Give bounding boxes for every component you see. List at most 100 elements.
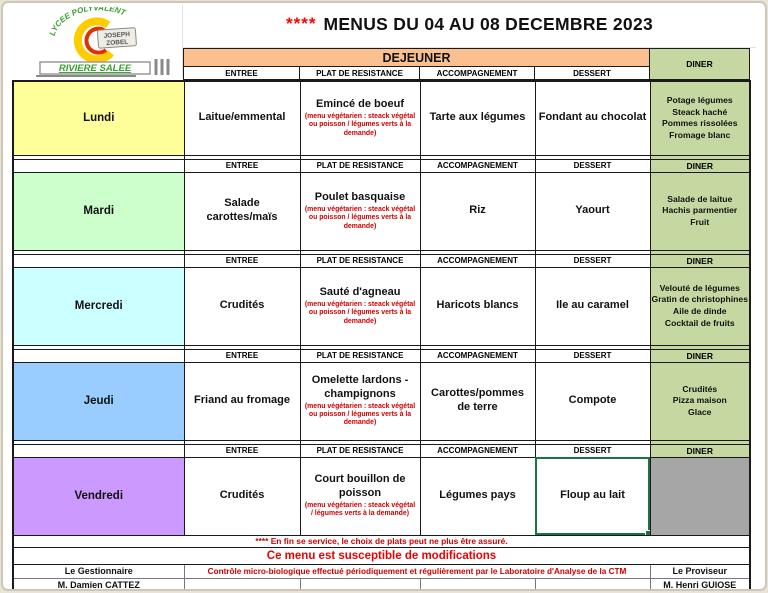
accompagnement-cell: Riz xyxy=(419,171,536,251)
blank-cell xyxy=(12,348,185,363)
col-header-plat: PLAT DE RESISTANCE xyxy=(299,253,421,268)
diner-item: Steack haché xyxy=(672,106,728,117)
diner-header: DINER xyxy=(649,158,751,173)
blank-cell xyxy=(299,577,421,589)
diner-item: Fromage blanc xyxy=(669,129,731,140)
service-note-row: **** En fin se service, le choix de plat… xyxy=(12,534,751,548)
day-label: Vendredi xyxy=(12,456,185,536)
diner-item: Cocktail de fruits xyxy=(664,317,735,328)
table-row: Vendredi Crudités Court bouillon de pois… xyxy=(12,456,751,536)
dessert-text: Compote xyxy=(568,394,617,407)
vegetarian-note: (menu végétarien : steack végétal ou poi… xyxy=(304,113,416,137)
diner-item: Gratin de christophines xyxy=(651,294,748,305)
manager-name: M. Damien CATTEZ xyxy=(12,577,185,589)
dessert-cell: Ile au caramel xyxy=(534,266,651,346)
plat-text: Court bouillon de poisson xyxy=(314,473,406,500)
accompagnement-cell: Tarte aux légumes xyxy=(419,80,536,156)
accompagnement-text: Riz xyxy=(469,204,486,217)
blank-cell xyxy=(12,253,185,268)
dessert-cell-selected[interactable]: Floup au lait xyxy=(534,456,651,536)
col-header-accompagnement: ACCOMPAGNEMENT xyxy=(419,158,536,173)
logo-banner xyxy=(39,61,151,75)
logo-badge: JOSEPH ZOBEL xyxy=(96,27,137,49)
day-block-vendredi: ENTREE PLAT DE RESISTANCE ACCOMPAGNEMENT… xyxy=(12,439,751,536)
dejeuner-band: DEJEUNER xyxy=(182,48,651,67)
entree-cell: Laitue/emmental xyxy=(183,80,301,156)
blank-cell xyxy=(12,443,185,458)
col-header-entree: ENTREE xyxy=(183,443,301,458)
page-title: **** MENUS DU 04 AU 08 DECEMBRE 2023 xyxy=(183,5,756,48)
col-header-dessert: DESSERT xyxy=(534,348,651,363)
col-header-dessert: DESSERT xyxy=(534,253,651,268)
vegetarian-note: (menu végétarien : steack végétal ou poi… xyxy=(304,300,416,325)
modification-note: Ce menu est susceptible de modifications xyxy=(12,546,751,565)
service-note: **** En fin se service, le choix de plat… xyxy=(12,534,751,548)
plat-cell: Poulet basquaise (menu végétarien : stea… xyxy=(299,171,421,251)
accompagnement-text: Légumes pays xyxy=(439,489,516,502)
day-label: Mercredi xyxy=(12,266,185,346)
day-block-lundi: Lundi Laitue/emmental Emincé de boeuf (m… xyxy=(12,80,751,156)
accompagnement-cell: Haricots blancs xyxy=(419,266,536,346)
day-label: Lundi xyxy=(12,80,185,156)
manager-title: Le Gestionnaire xyxy=(12,563,185,579)
diner-item: Salade de laitue xyxy=(667,193,733,204)
diner-item: Velouté de légumes xyxy=(659,282,740,293)
col-header-entree: ENTREE xyxy=(183,253,301,268)
diner-item: Pizza maison xyxy=(672,395,727,406)
plat-cell: Sauté d'agneau (menu végétarien : steack… xyxy=(299,266,421,346)
col-header-plat: PLAT DE RESISTANCE xyxy=(299,443,421,458)
vegetarian-note: (menu végétarien : steack végétal ou poi… xyxy=(304,205,416,230)
blank-cell xyxy=(419,577,536,589)
blank-cell xyxy=(12,158,185,173)
school-logo: LYCEE POLYVALENT JOSEPH ZOBEL RIVIERE SA… xyxy=(12,5,183,78)
entree-text: Crudités xyxy=(219,299,265,312)
diner-header: DINER xyxy=(649,348,751,363)
table-row: Lundi Laitue/emmental Emincé de boeuf (m… xyxy=(12,80,751,156)
day-name: Jeudi xyxy=(83,395,114,407)
table-row: Mercredi Crudités Sauté d'agneau (menu v… xyxy=(12,266,751,346)
diner-header: DINER xyxy=(649,253,751,268)
logo-bottom-text: RIVIERE SALEE xyxy=(59,63,132,74)
blank-cell xyxy=(183,577,301,589)
title-stars: **** xyxy=(285,14,317,33)
logo-badge-line1: JOSEPH xyxy=(103,31,130,40)
plat-cell: Emincé de boeuf (menu végétarien : steac… xyxy=(299,80,421,156)
diner-item: Fruit xyxy=(690,216,710,227)
dessert-cell: Compote xyxy=(534,361,651,441)
control-note: Contrôle micro-biologique effectué pério… xyxy=(183,563,651,579)
day-label: Mardi xyxy=(12,171,185,251)
col-header-accompagnement: ACCOMPAGNEMENT xyxy=(419,443,536,458)
col-header-dessert: DESSERT xyxy=(534,158,651,173)
meal-band-table: DEJEUNER DINER ENTREE PLAT DE RESISTANCE… xyxy=(182,48,751,80)
diner-item: Aile de dinde xyxy=(673,306,727,316)
col-header-accompagnement: ACCOMPAGNEMENT xyxy=(419,253,536,268)
dessert-cell: Yaourt xyxy=(534,171,651,251)
plat-cell: Court bouillon de poisson (menu végétari… xyxy=(299,456,421,536)
col-header-entree: ENTREE xyxy=(183,66,300,80)
logo-bars-icon xyxy=(154,59,170,75)
plat-text: Emincé de boeuf xyxy=(315,98,405,111)
plat-text: Sauté d'agneau xyxy=(319,286,401,299)
day-label: Jeudi xyxy=(12,361,185,441)
table-row: Jeudi Friand au fromage Omelette lardons… xyxy=(12,361,751,441)
modification-note-row: Ce menu est susceptible de modifications xyxy=(12,546,751,565)
diner-item: Pommes rissolées xyxy=(662,118,738,129)
diner-cell: Potage légumes Steack haché Pommes risso… xyxy=(649,80,751,156)
col-header-entree: ENTREE xyxy=(183,158,301,173)
day-name: Mercredi xyxy=(74,300,123,312)
entree-cell: Crudités xyxy=(183,266,301,346)
column-header-row: ENTREE PLAT DE RESISTANCE ACCOMPAGNEMENT… xyxy=(12,443,751,458)
entree-text: Salade carottes/maïs xyxy=(206,197,278,223)
col-header-plat: PLAT DE RESISTANCE xyxy=(299,158,421,173)
accompagnement-text: Haricots blancs xyxy=(436,299,519,312)
accompagnement-cell: Légumes pays xyxy=(419,456,536,536)
dessert-cell: Fondant au chocolat xyxy=(534,80,651,156)
principal-name: M. Henri GUIOSE xyxy=(649,577,751,589)
day-name: Lundi xyxy=(83,112,115,125)
day-name: Mardi xyxy=(83,205,115,217)
diner-item: Potage légumes xyxy=(666,95,733,106)
dessert-text: Fondant au chocolat xyxy=(538,111,647,124)
diner-item: Glace xyxy=(688,406,712,417)
col-header-plat: PLAT DE RESISTANCE xyxy=(299,66,420,80)
